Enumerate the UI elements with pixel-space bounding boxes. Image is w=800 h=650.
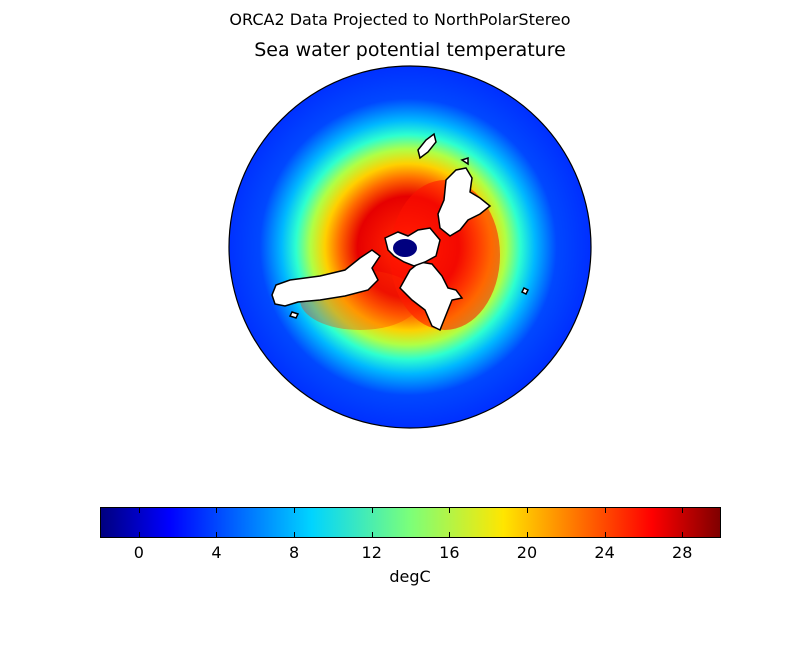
- colorbar-tick-label: 8: [288, 543, 300, 562]
- colorbar-gradient: [101, 508, 720, 537]
- colorbar-tick-mark: [216, 532, 218, 538]
- colorbar-tick-mark: [294, 532, 296, 538]
- figure-suptitle: ORCA2 Data Projected to NorthPolarStereo: [229, 10, 571, 29]
- colorbar-tick-label: 20: [516, 543, 538, 562]
- colorbar-tick-mark-top: [138, 507, 140, 513]
- colorbar-tick-mark: [138, 532, 140, 538]
- colorbar-tick-label: 4: [211, 543, 222, 562]
- colorbar-tick-mark: [371, 532, 373, 538]
- island-small: [288, 311, 300, 319]
- colorbar-tick-mark: [682, 532, 684, 538]
- land-masses: [271, 132, 530, 332]
- polar-cold-core: [393, 239, 417, 257]
- colorbar-tick-mark: [604, 532, 606, 538]
- colorbar-tick-label: 0: [133, 543, 144, 562]
- colorbar-tick-label: 28: [672, 543, 693, 562]
- landmass-west: [271, 249, 382, 307]
- colorbar-tick-mark-top: [526, 507, 528, 513]
- colorbar-tick-mark-top: [294, 507, 296, 513]
- map-title: Sea water potential temperature: [254, 39, 566, 61]
- colorbar-tick-label: 12: [361, 543, 382, 562]
- colorbar-tick-mark-top: [216, 507, 218, 513]
- colorbar-tick-label: 24: [594, 543, 615, 562]
- island-north: [417, 132, 437, 160]
- landmass-east: [437, 167, 492, 237]
- colorbar-tick-mark-top: [371, 507, 373, 513]
- colorbar-tick-mark: [449, 532, 451, 538]
- island-small: [520, 286, 530, 296]
- colorbar-label: degC: [389, 567, 431, 586]
- island-small: [460, 156, 469, 166]
- map-boundary: [228, 65, 592, 429]
- colorbar-tick-mark-top: [604, 507, 606, 513]
- colorbar: [100, 507, 721, 538]
- colorbar-tick-mark-top: [449, 507, 451, 513]
- colorbar-tick-label: 16: [439, 543, 460, 562]
- colorbar-tick-mark-top: [682, 507, 684, 513]
- colorbar-tick-mark: [526, 532, 528, 538]
